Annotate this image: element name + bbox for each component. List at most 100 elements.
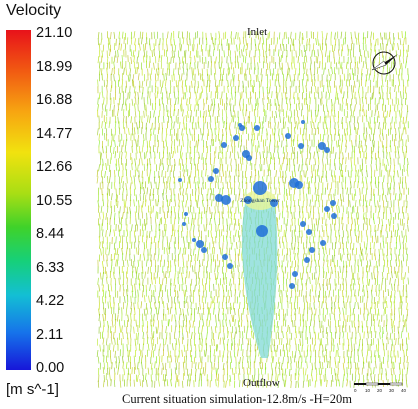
vector-arrow (102, 44, 105, 52)
scale-label: 10 (365, 388, 371, 393)
vector-arrow (279, 32, 281, 40)
vector-arrow (134, 211, 137, 219)
vector-arrow (355, 294, 357, 303)
vector-arrow (398, 55, 401, 63)
vector-arrow (361, 169, 363, 177)
vector-arrow (101, 163, 104, 171)
vector-arrow (355, 212, 358, 220)
vector-arrow (297, 247, 300, 256)
vector-arrow (96, 176, 99, 184)
vector-arrow (150, 224, 153, 232)
vector-arrow (226, 343, 229, 352)
vector-arrow (278, 79, 280, 87)
vector-arrow (374, 277, 376, 286)
vector-arrow (197, 253, 199, 262)
vector-arrow (279, 85, 281, 93)
vector-arrow (285, 223, 287, 231)
vector-arrow (209, 122, 212, 130)
vector-arrow (340, 86, 343, 94)
vector-arrow (375, 331, 377, 339)
vector-arrow (129, 68, 131, 76)
vector-arrow (325, 247, 327, 255)
vector-arrow (296, 122, 299, 130)
vector-arrow (170, 32, 172, 40)
vector-arrow (210, 32, 212, 40)
vector-arrow (376, 313, 379, 321)
vector-arrow (377, 211, 380, 219)
vector-arrow (138, 158, 141, 166)
vector-arrow (302, 32, 304, 41)
vector-arrow (339, 265, 341, 273)
vector-arrow (120, 175, 123, 183)
vector-arrow (153, 235, 156, 243)
vector-arrow (261, 374, 264, 382)
vector-arrow (113, 332, 115, 340)
vector-arrow (343, 260, 345, 268)
vector-arrow (138, 247, 140, 256)
colorbar-tick: 4.22 (36, 293, 65, 309)
vector-arrow (398, 259, 401, 267)
vector-arrow (266, 175, 268, 183)
vector-arrow (122, 332, 124, 340)
vector-arrow (198, 259, 201, 267)
vector-arrow (345, 278, 347, 286)
vector-arrow (230, 187, 233, 195)
vector-arrow (394, 145, 397, 153)
vector-arrow (342, 278, 344, 286)
vector-arrow (130, 37, 133, 45)
building-obstacle (285, 133, 291, 139)
vector-arrow (354, 104, 356, 112)
vector-arrow (352, 283, 355, 291)
vector-arrow (334, 175, 336, 183)
vector-arrow (299, 350, 301, 358)
vector-arrow (137, 73, 140, 81)
vector-arrow (278, 204, 280, 213)
vector-arrow (317, 91, 320, 99)
vector-arrow (386, 110, 389, 118)
vector-arrow (129, 199, 132, 207)
vector-arrow (282, 86, 285, 94)
vector-arrow (274, 128, 276, 136)
vector-arrow (177, 97, 179, 105)
vector-arrow (140, 301, 143, 309)
vector-arrow (365, 229, 368, 237)
vector-arrow (234, 110, 236, 118)
vector-arrow (338, 229, 340, 237)
vector-arrow (394, 290, 396, 298)
vector-arrow (297, 380, 300, 388)
vector-arrow (121, 54, 123, 63)
vector-arrow (199, 92, 201, 100)
vector-arrow (182, 361, 185, 369)
vector-arrow (154, 284, 156, 292)
vector-arrow (390, 145, 392, 153)
vector-arrow (373, 325, 376, 333)
vector-arrow (308, 91, 311, 99)
vector-arrow (249, 97, 252, 105)
vector-arrow (353, 80, 356, 88)
vector-arrow (219, 337, 221, 345)
vector-arrow (266, 62, 269, 70)
vector-arrow (337, 343, 339, 351)
vector-arrow (266, 86, 269, 95)
vector-arrow (109, 367, 111, 375)
vector-arrow (275, 85, 278, 93)
vector-arrow (309, 266, 312, 274)
vector-arrow (211, 338, 213, 346)
vector-arrow (245, 104, 248, 112)
vector-arrow (184, 79, 187, 87)
vector-arrow (134, 307, 136, 315)
vector-arrow (328, 80, 331, 88)
vector-arrow (403, 320, 406, 328)
vector-arrow (219, 139, 221, 147)
vector-arrow (218, 308, 220, 316)
vector-arrow (347, 152, 350, 160)
vector-arrow (126, 332, 129, 340)
vector-arrow (369, 133, 371, 142)
vector-arrow (384, 116, 387, 124)
vector-arrow (374, 350, 376, 358)
vector-arrow (366, 295, 368, 304)
vector-arrow (276, 217, 279, 225)
scale-label: 0 (354, 388, 357, 393)
vector-arrow (165, 326, 167, 334)
vector-arrow (306, 361, 308, 369)
